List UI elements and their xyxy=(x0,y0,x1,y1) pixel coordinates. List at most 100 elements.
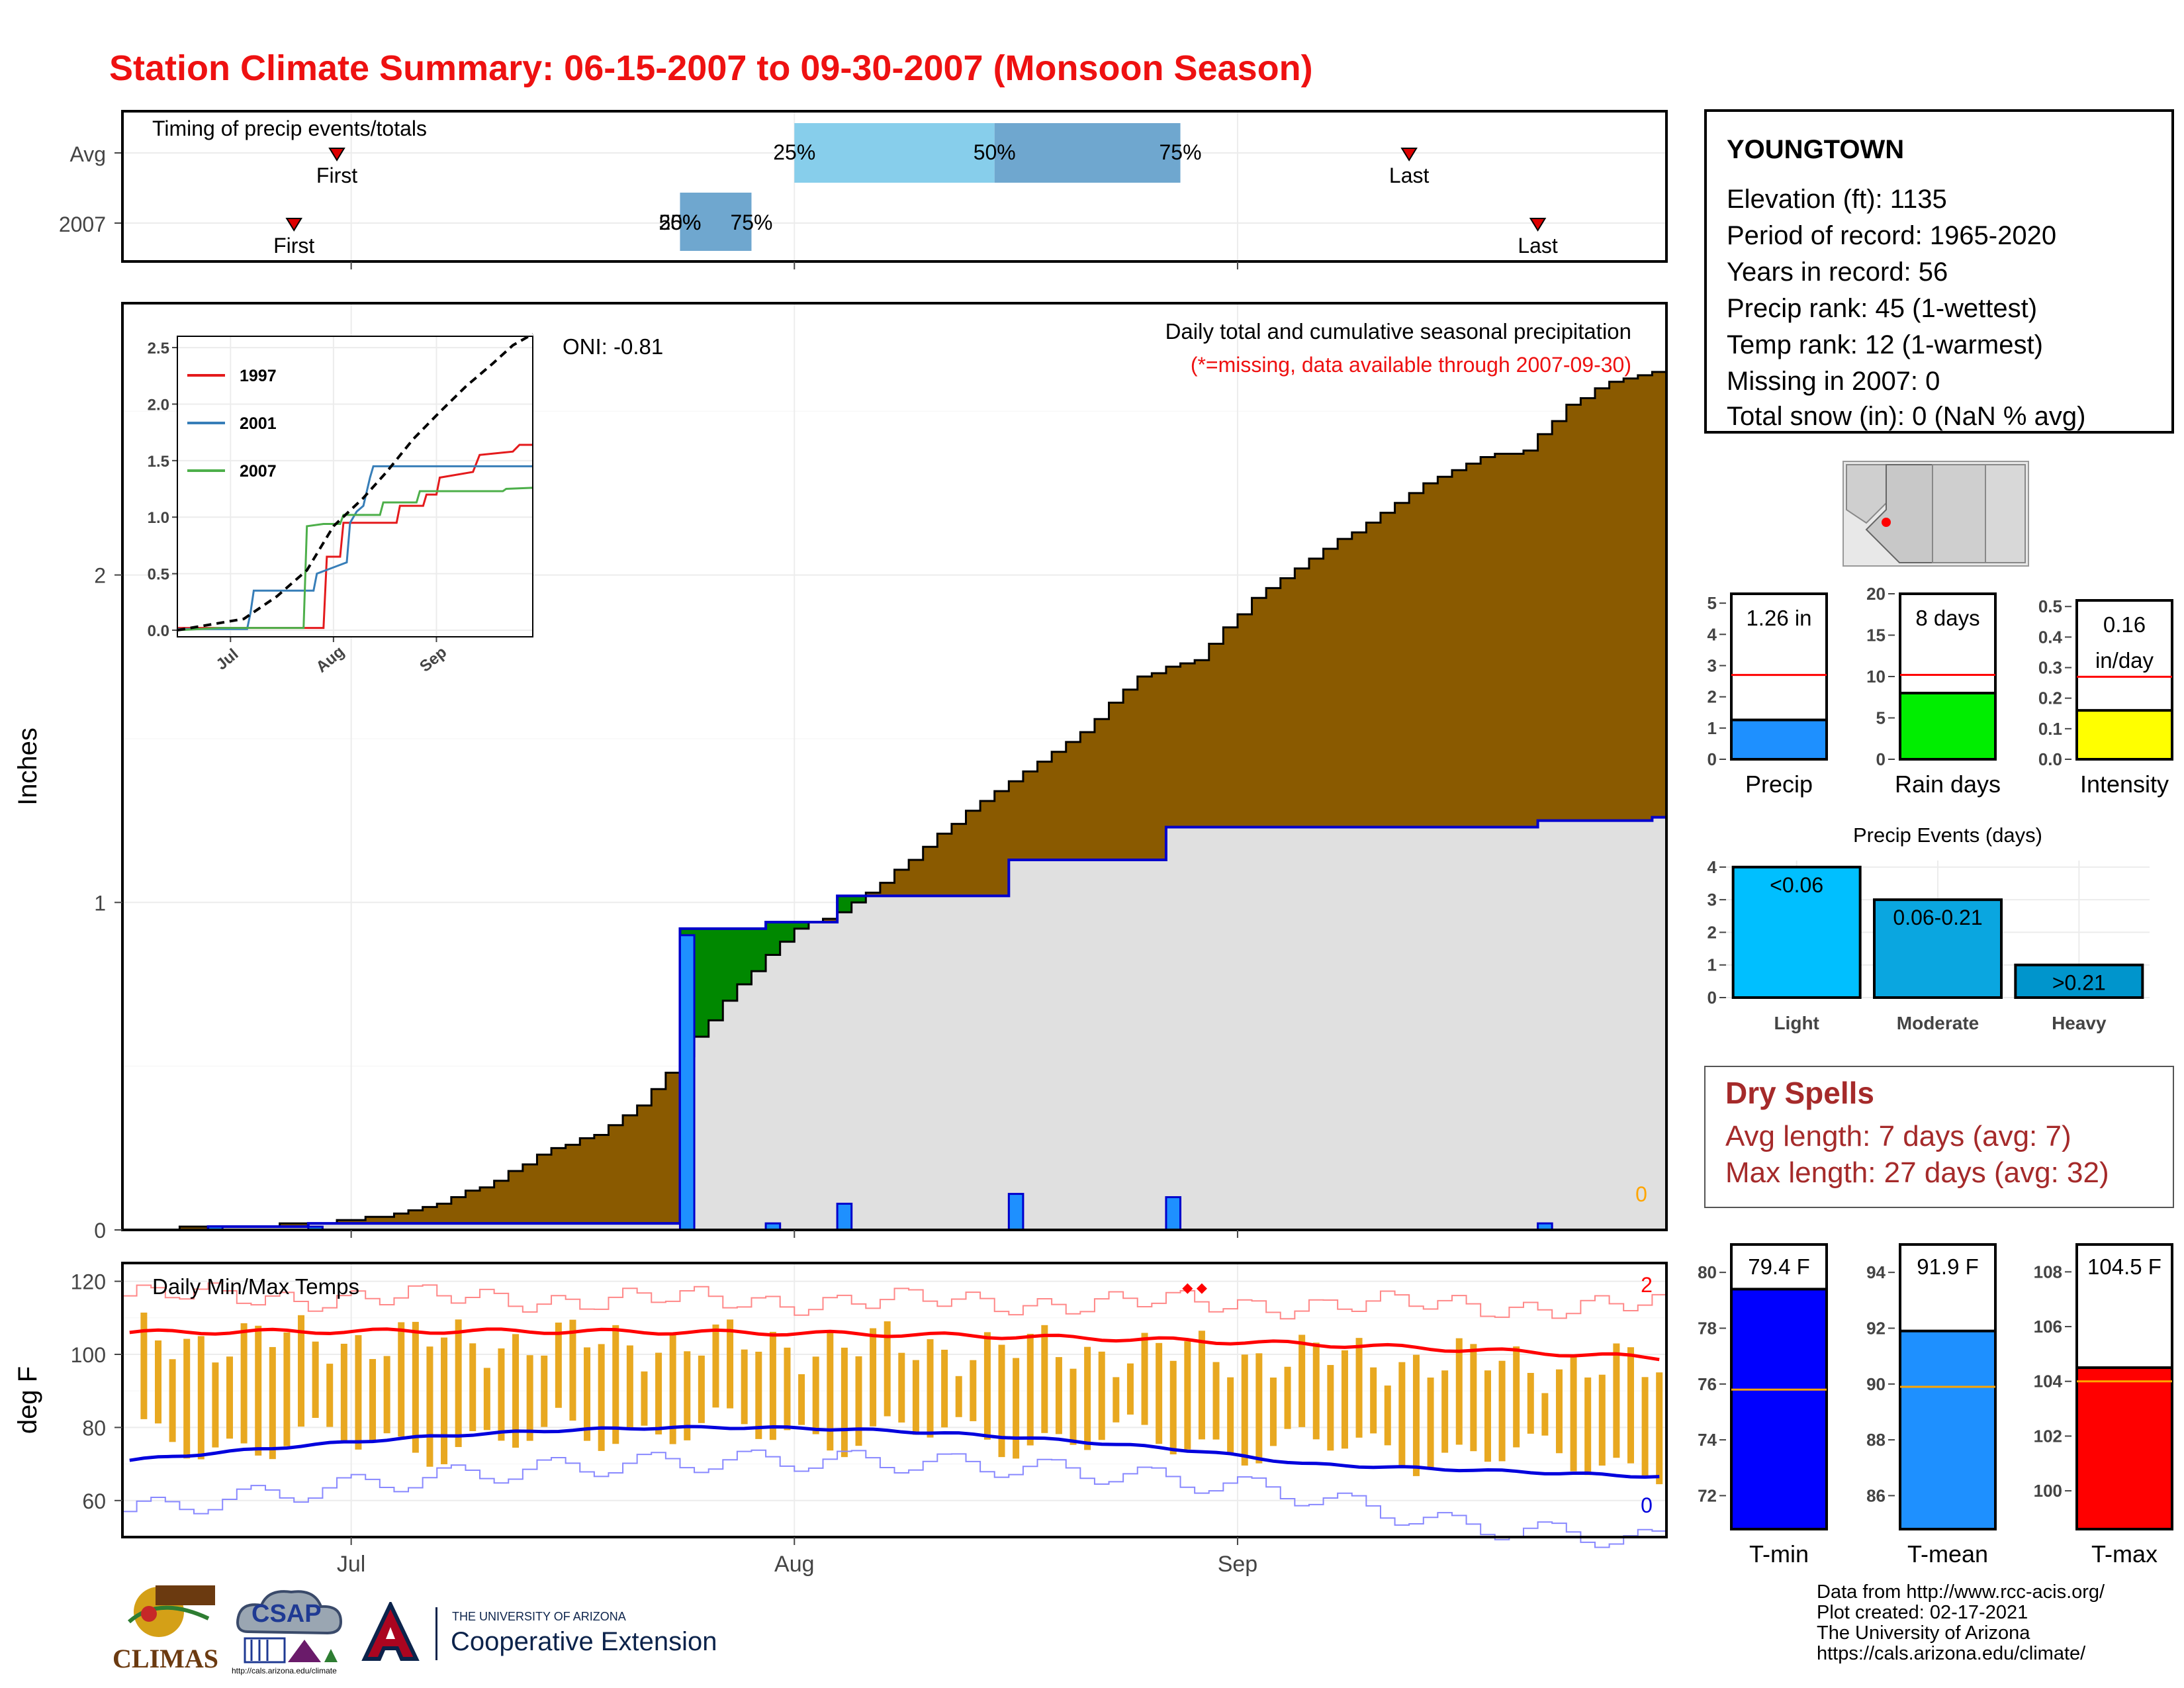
temps-x-tick-label: Aug xyxy=(774,1552,815,1577)
tmax-y-tick-label: 108 xyxy=(2034,1262,2062,1282)
tmean-y-tick-label: 92 xyxy=(1866,1318,1886,1338)
temps-daily-bar xyxy=(1212,1362,1220,1440)
credit-plot-created: Plot created: 02-17-2021 xyxy=(1817,1602,2028,1623)
station-years: Years in record: 56 xyxy=(1727,258,1948,287)
temps-daily-bar xyxy=(1069,1368,1077,1445)
station-temp-rank: Temp rank: 12 (1-warmest) xyxy=(1727,330,2043,359)
tmax-y-tick-label: 100 xyxy=(2034,1481,2062,1501)
temps-daily-bar xyxy=(541,1355,548,1427)
precip_total-y-tick-label: 3 xyxy=(1707,655,1717,675)
precip_total-chart: 1.26 in 0 1 2 3 4 5 Precip xyxy=(1707,592,1832,798)
temps-daily-bar xyxy=(698,1355,705,1423)
precip_total-y-tick-label: 1 xyxy=(1707,718,1717,738)
tmean-value-label: 91.9 F xyxy=(1917,1254,1979,1279)
temps-daily-bar xyxy=(1084,1346,1091,1450)
ua-a-icon xyxy=(361,1602,420,1661)
temps-daily-bar xyxy=(1484,1370,1491,1462)
temps-title: Daily Min/Max Temps xyxy=(152,1274,359,1299)
dry-spells-max: Max length: 27 days (avg: 32) xyxy=(1725,1156,2109,1189)
temps-daily-bar xyxy=(455,1319,462,1447)
temps-daily-bar xyxy=(1455,1338,1463,1445)
intensity-y-tick-label: 0.3 xyxy=(2038,658,2062,678)
precip-y-tick-label: 2 xyxy=(94,564,106,588)
temps-daily-bar xyxy=(212,1362,219,1448)
temps-daily-bar xyxy=(140,1312,148,1419)
rain_days-y-tick-label: 0 xyxy=(1876,749,1886,769)
inset-y-tick-label: 1.0 xyxy=(148,509,169,527)
temps-daily-bar xyxy=(1384,1385,1391,1446)
credit-data-source: Data from http://www.rcc-acis.org/ xyxy=(1817,1581,2105,1603)
temps-daily-bar xyxy=(283,1332,291,1446)
temps-daily-bar xyxy=(340,1343,347,1443)
temps-daily-bar xyxy=(1341,1350,1348,1449)
timing-first-label: First xyxy=(316,164,357,187)
timing-q25-label: 25% xyxy=(773,140,815,164)
temps-record-high-line xyxy=(122,1282,1666,1320)
temps-daily-bar xyxy=(912,1360,919,1435)
temps-daily-bar xyxy=(483,1368,490,1430)
tmax-category-label: T-max xyxy=(2091,1540,2158,1568)
timing-last-label: Last xyxy=(1518,234,1558,258)
rain_days-value-bar xyxy=(1899,692,1997,761)
timing-title: Timing of precip events/totals xyxy=(152,117,427,140)
precip-missing-count: 0 xyxy=(1635,1182,1647,1206)
temps-daily-bar xyxy=(669,1333,676,1444)
temps-daily-bar xyxy=(197,1336,205,1460)
intensity-value-bar xyxy=(2075,709,2173,761)
timing-q75-label: 75% xyxy=(730,211,772,234)
timing-q25-label: 25% xyxy=(659,211,701,234)
page-title: Station Climate Summary: 06-15-2007 to 0… xyxy=(109,48,1313,88)
temps-daily-bar xyxy=(398,1322,405,1437)
tmean-y-tick-label: 90 xyxy=(1866,1374,1886,1394)
csap-cloud-icon xyxy=(236,1590,343,1664)
temps-daily-bar xyxy=(741,1349,748,1425)
events-bar xyxy=(1873,898,2003,999)
temps-daily-bar xyxy=(326,1364,334,1427)
map-state-texas xyxy=(1985,464,2026,563)
temps-x-tick-label: Sep xyxy=(1218,1552,1258,1577)
temps-daily-bar xyxy=(312,1341,319,1418)
events-category-label: Light xyxy=(1774,1013,1819,1033)
temps-daily-bar xyxy=(1398,1362,1406,1466)
tmin-y-tick-label: 80 xyxy=(1698,1262,1717,1282)
intensity-y-tick-label: 0.1 xyxy=(2038,719,2062,739)
temps-daily-bar xyxy=(1541,1393,1549,1436)
rain_days-y-tick-label: 10 xyxy=(1866,667,1886,686)
precip-daily-bar xyxy=(678,934,696,1231)
temps-daily-bar xyxy=(1513,1346,1520,1448)
map-station-marker xyxy=(1882,518,1891,527)
temps-y-tick-label: 80 xyxy=(82,1416,106,1440)
timing-bar-q50-q75 xyxy=(994,123,1181,183)
temps-daily-bar xyxy=(1098,1351,1105,1440)
timing-last-label: Last xyxy=(1389,164,1430,187)
events-title: Precip Events (days) xyxy=(1853,823,2042,847)
temps-daily-bar xyxy=(1169,1360,1177,1455)
inset-legend-label: 1997 xyxy=(240,367,277,385)
temps-daily-bar xyxy=(983,1332,991,1440)
intensity-chart: 0.16 in/day 0.0 0.1 0.2 0.3 0.4 0.5 Intensity xyxy=(2038,596,2177,798)
precip-subtitle: (*=missing, data available through 2007-… xyxy=(1191,353,1631,377)
intensity-y-tick-label: 0.2 xyxy=(2038,688,2062,708)
inset-y-tick-label: 1.5 xyxy=(148,453,169,471)
tmax-chart: 104.5 F 100 102 104 106 108 T-max xyxy=(2034,1243,2177,1568)
precip-daily-bar xyxy=(836,1202,853,1231)
tmax-y-tick-label: 104 xyxy=(2034,1372,2063,1391)
timing-marker-first xyxy=(328,148,345,162)
csap-logo: CSAP http://cals.arizona.edu/climate xyxy=(232,1585,351,1678)
temps-record-low-line xyxy=(122,1449,1666,1548)
dry-spells-panel: Dry Spells Avg length: 7 days (avg: 7) M… xyxy=(1704,1066,2174,1208)
temps-daily-bar xyxy=(1613,1343,1620,1458)
temps-daily-bar xyxy=(412,1321,419,1453)
temps-daily-bar xyxy=(970,1360,977,1421)
temps-daily-bar xyxy=(712,1324,719,1408)
tmin-chart: 79.4 F 72 74 76 78 80 T-min xyxy=(1698,1243,1832,1568)
temps-y-tick-label: 120 xyxy=(71,1270,106,1294)
precip_total-y-tick-label: 0 xyxy=(1707,749,1717,769)
precip-panel-border xyxy=(121,302,1668,1231)
temps-daily-bar xyxy=(1156,1342,1163,1444)
csap-logo-text: CSAP xyxy=(251,1600,322,1628)
events-chart: 0 1 2 3 4 <0.06 Light 0.06-0.21 Moderate >0.21 Hea… xyxy=(1707,823,2150,1033)
timing-q50-label: 50% xyxy=(974,140,1016,164)
inset-series-line xyxy=(177,487,533,632)
